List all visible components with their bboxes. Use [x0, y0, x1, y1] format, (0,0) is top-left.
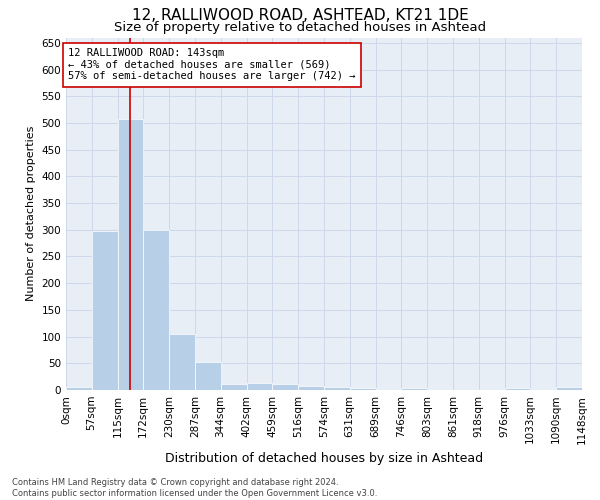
Bar — [556, 387, 582, 390]
Bar — [272, 384, 298, 390]
Y-axis label: Number of detached properties: Number of detached properties — [26, 126, 36, 302]
Bar — [195, 362, 221, 390]
Bar — [143, 230, 169, 390]
Bar — [66, 388, 92, 390]
Bar — [324, 388, 350, 390]
Text: 12, RALLIWOOD ROAD, ASHTEAD, KT21 1DE: 12, RALLIWOOD ROAD, ASHTEAD, KT21 1DE — [131, 8, 469, 22]
Bar — [169, 334, 195, 390]
Bar — [118, 119, 143, 390]
Text: 12 RALLIWOOD ROAD: 143sqm
← 43% of detached houses are smaller (569)
57% of semi: 12 RALLIWOOD ROAD: 143sqm ← 43% of detac… — [68, 48, 355, 82]
Bar — [401, 388, 427, 390]
Bar — [505, 388, 530, 390]
Bar — [221, 384, 247, 390]
Bar — [298, 386, 324, 390]
X-axis label: Distribution of detached houses by size in Ashtead: Distribution of detached houses by size … — [165, 452, 483, 465]
Bar — [350, 388, 376, 390]
Bar — [92, 231, 118, 390]
Bar — [247, 382, 272, 390]
Text: Contains HM Land Registry data © Crown copyright and database right 2024.
Contai: Contains HM Land Registry data © Crown c… — [12, 478, 377, 498]
Text: Size of property relative to detached houses in Ashtead: Size of property relative to detached ho… — [114, 21, 486, 34]
